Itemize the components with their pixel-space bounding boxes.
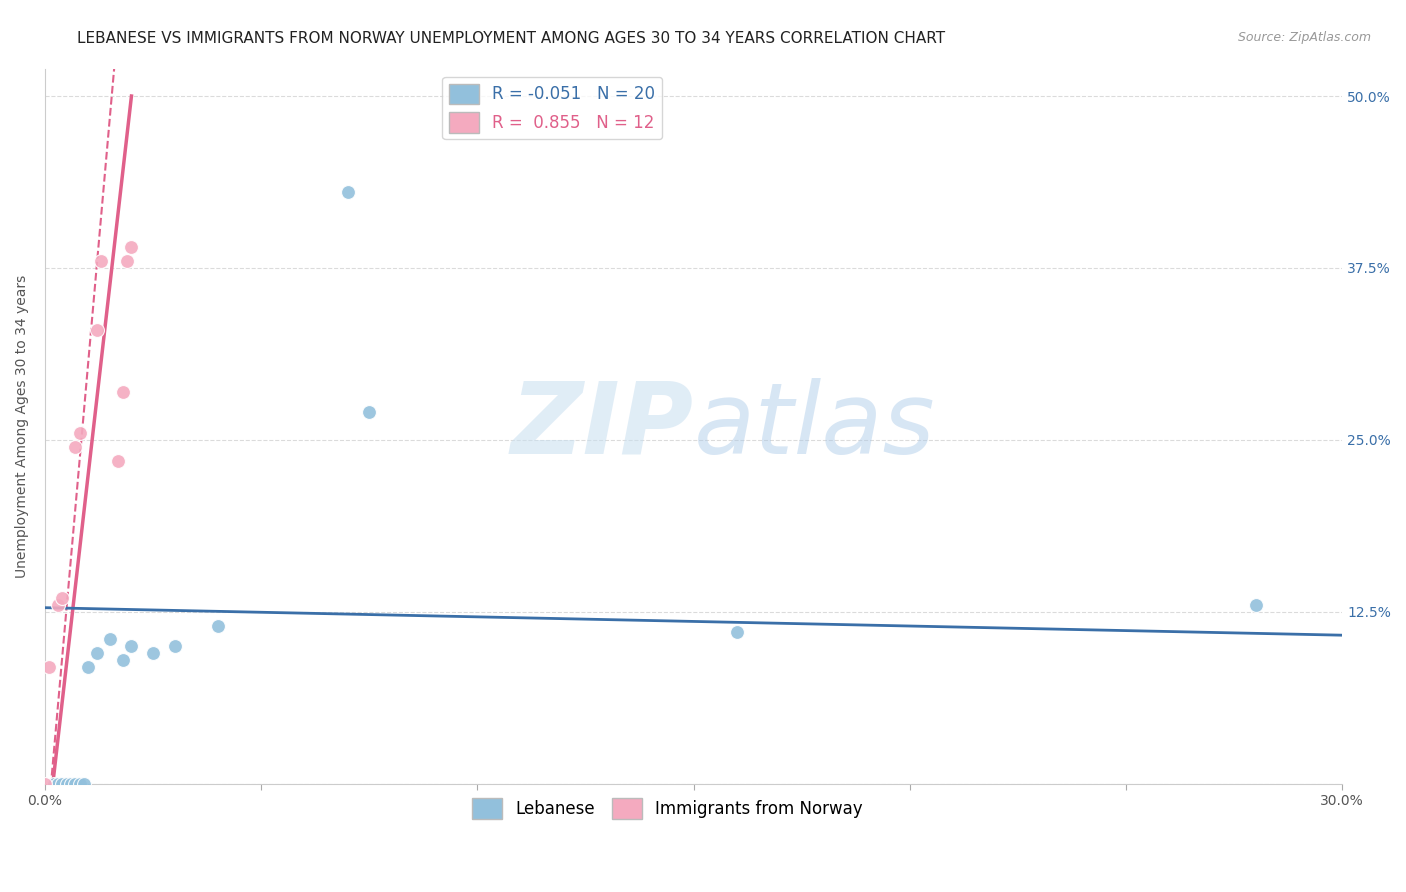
Point	[142, 646, 165, 660]
Point	[107, 453, 129, 467]
Point	[111, 384, 134, 399]
Point	[120, 639, 142, 653]
Point	[69, 425, 91, 440]
Y-axis label: Unemployment Among Ages 30 to 34 years: Unemployment Among Ages 30 to 34 years	[15, 275, 30, 578]
Point	[59, 777, 82, 791]
Point	[86, 323, 108, 337]
Point	[69, 777, 91, 791]
Point	[46, 777, 69, 791]
Point	[34, 777, 56, 791]
Point	[65, 440, 87, 454]
Point	[163, 639, 186, 653]
Point	[725, 625, 748, 640]
Point	[111, 653, 134, 667]
Text: atlas: atlas	[693, 377, 935, 475]
Text: LEBANESE VS IMMIGRANTS FROM NORWAY UNEMPLOYMENT AMONG AGES 30 TO 34 YEARS CORREL: LEBANESE VS IMMIGRANTS FROM NORWAY UNEMP…	[77, 31, 945, 46]
Point	[1244, 598, 1267, 612]
Point	[55, 777, 77, 791]
Point	[86, 646, 108, 660]
Point	[207, 618, 229, 632]
Point	[38, 660, 60, 674]
Point	[115, 254, 138, 268]
Point	[90, 254, 112, 268]
Point	[359, 405, 381, 419]
Point	[46, 598, 69, 612]
Point	[120, 240, 142, 254]
Point	[98, 632, 121, 647]
Point	[51, 591, 73, 605]
Point	[65, 777, 87, 791]
Point	[73, 777, 96, 791]
Text: ZIP: ZIP	[510, 377, 693, 475]
Point	[51, 777, 73, 791]
Point	[77, 660, 100, 674]
Point	[42, 777, 65, 791]
Point	[336, 186, 359, 200]
Text: Source: ZipAtlas.com: Source: ZipAtlas.com	[1237, 31, 1371, 45]
Legend: Lebanese, Immigrants from Norway: Lebanese, Immigrants from Norway	[465, 792, 870, 825]
